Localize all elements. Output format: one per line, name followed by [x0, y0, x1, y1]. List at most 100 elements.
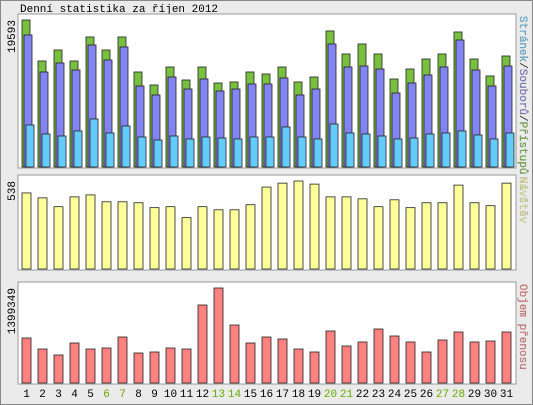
- bar: [53, 354, 64, 384]
- legend: Návštěv: [516, 177, 528, 224]
- bar: [169, 135, 179, 168]
- bar: [89, 118, 99, 168]
- bar: [361, 133, 371, 168]
- legend-entry: Souborů: [516, 69, 529, 115]
- x-tick-label: 29: [468, 389, 481, 401]
- bar: [201, 136, 211, 168]
- x-tick-label: 7: [119, 389, 126, 401]
- bar: [437, 339, 448, 384]
- x-tick-label: 14: [228, 389, 242, 401]
- bar: [37, 197, 48, 270]
- x-tick-label: 26: [420, 389, 433, 401]
- bar: [73, 130, 83, 168]
- bar: [213, 287, 224, 384]
- bar: [153, 139, 163, 168]
- bar: [85, 348, 96, 384]
- x-tick-label: 10: [164, 389, 177, 401]
- x-tick-label: 5: [87, 389, 94, 401]
- x-tick-label: 1: [23, 389, 30, 401]
- bar: [197, 304, 208, 384]
- x-tick-label: 15: [244, 389, 257, 401]
- bar: [101, 347, 112, 384]
- bar: [53, 206, 64, 270]
- bar: [21, 192, 32, 270]
- bar: [293, 180, 304, 270]
- bar: [405, 341, 416, 384]
- bar: [133, 202, 144, 270]
- bar: [85, 194, 96, 270]
- bar: [357, 198, 368, 270]
- bar: [505, 132, 515, 168]
- x-tick-label: 2: [39, 389, 46, 401]
- bar: [441, 132, 451, 168]
- x-tick-label: 13: [212, 389, 225, 401]
- x-tick-label: 20: [324, 389, 337, 401]
- x-tick-label: 21: [340, 389, 354, 401]
- x-tick-label: 12: [196, 389, 209, 401]
- bar: [137, 136, 147, 168]
- bar: [501, 182, 512, 270]
- legend-entry: Návštěv: [516, 177, 528, 224]
- x-tick-label: 25: [404, 389, 417, 401]
- bar: [345, 132, 355, 168]
- bar: [37, 348, 48, 384]
- bar: [469, 202, 480, 270]
- x-tick-label: 28: [452, 389, 465, 401]
- bar: [309, 183, 320, 270]
- legend: Stránek/Souborů/Přístupů: [516, 16, 529, 174]
- bar: [277, 338, 288, 384]
- bar: [181, 348, 192, 384]
- bar: [373, 206, 384, 270]
- legend-entry: Přístupů: [516, 122, 529, 175]
- bar: [213, 209, 224, 270]
- legend: Objem přenosu: [516, 284, 528, 370]
- bar: [293, 348, 304, 384]
- bar: [489, 138, 499, 168]
- bar: [421, 202, 432, 270]
- legend-entry: Objem přenosu: [516, 284, 528, 370]
- x-tick-label: 9: [151, 389, 158, 401]
- bar: [281, 126, 291, 168]
- bar: [453, 184, 464, 270]
- x-tick-label: 3: [55, 389, 62, 401]
- x-tick-label: 16: [260, 389, 273, 401]
- bar: [165, 206, 176, 270]
- bar: [149, 207, 160, 270]
- bar: [457, 130, 467, 168]
- bar: [133, 352, 144, 384]
- x-tick-label: 11: [180, 389, 194, 401]
- bar: [389, 199, 400, 270]
- x-tick-label: 30: [484, 389, 497, 401]
- bar: [229, 209, 240, 270]
- bar: [217, 137, 227, 168]
- bar: [165, 347, 176, 384]
- x-tick-label: 4: [71, 389, 78, 401]
- bar: [21, 337, 32, 384]
- bar: [341, 196, 352, 270]
- bar: [261, 186, 272, 270]
- bar: [405, 207, 416, 270]
- bar: [117, 201, 128, 270]
- bar: [245, 204, 256, 270]
- x-tick-label: 24: [388, 389, 402, 401]
- bar: [325, 330, 336, 384]
- bar: [149, 351, 160, 384]
- bar: [501, 331, 512, 384]
- bar: [197, 206, 208, 270]
- x-tick-label: 6: [103, 389, 110, 401]
- bar: [377, 135, 387, 168]
- bar: [325, 196, 336, 270]
- bar: [357, 341, 368, 384]
- y-tick-label: 1399349: [7, 288, 19, 334]
- bar: [469, 341, 480, 384]
- bar: [25, 124, 35, 168]
- bar: [265, 136, 275, 168]
- bar: [57, 135, 67, 168]
- x-tick-label: 27: [436, 389, 449, 401]
- bar: [245, 342, 256, 384]
- y-tick-label: 19593: [7, 20, 19, 53]
- bar: [437, 202, 448, 270]
- bar: [341, 345, 352, 384]
- legend-separator: /: [516, 115, 528, 122]
